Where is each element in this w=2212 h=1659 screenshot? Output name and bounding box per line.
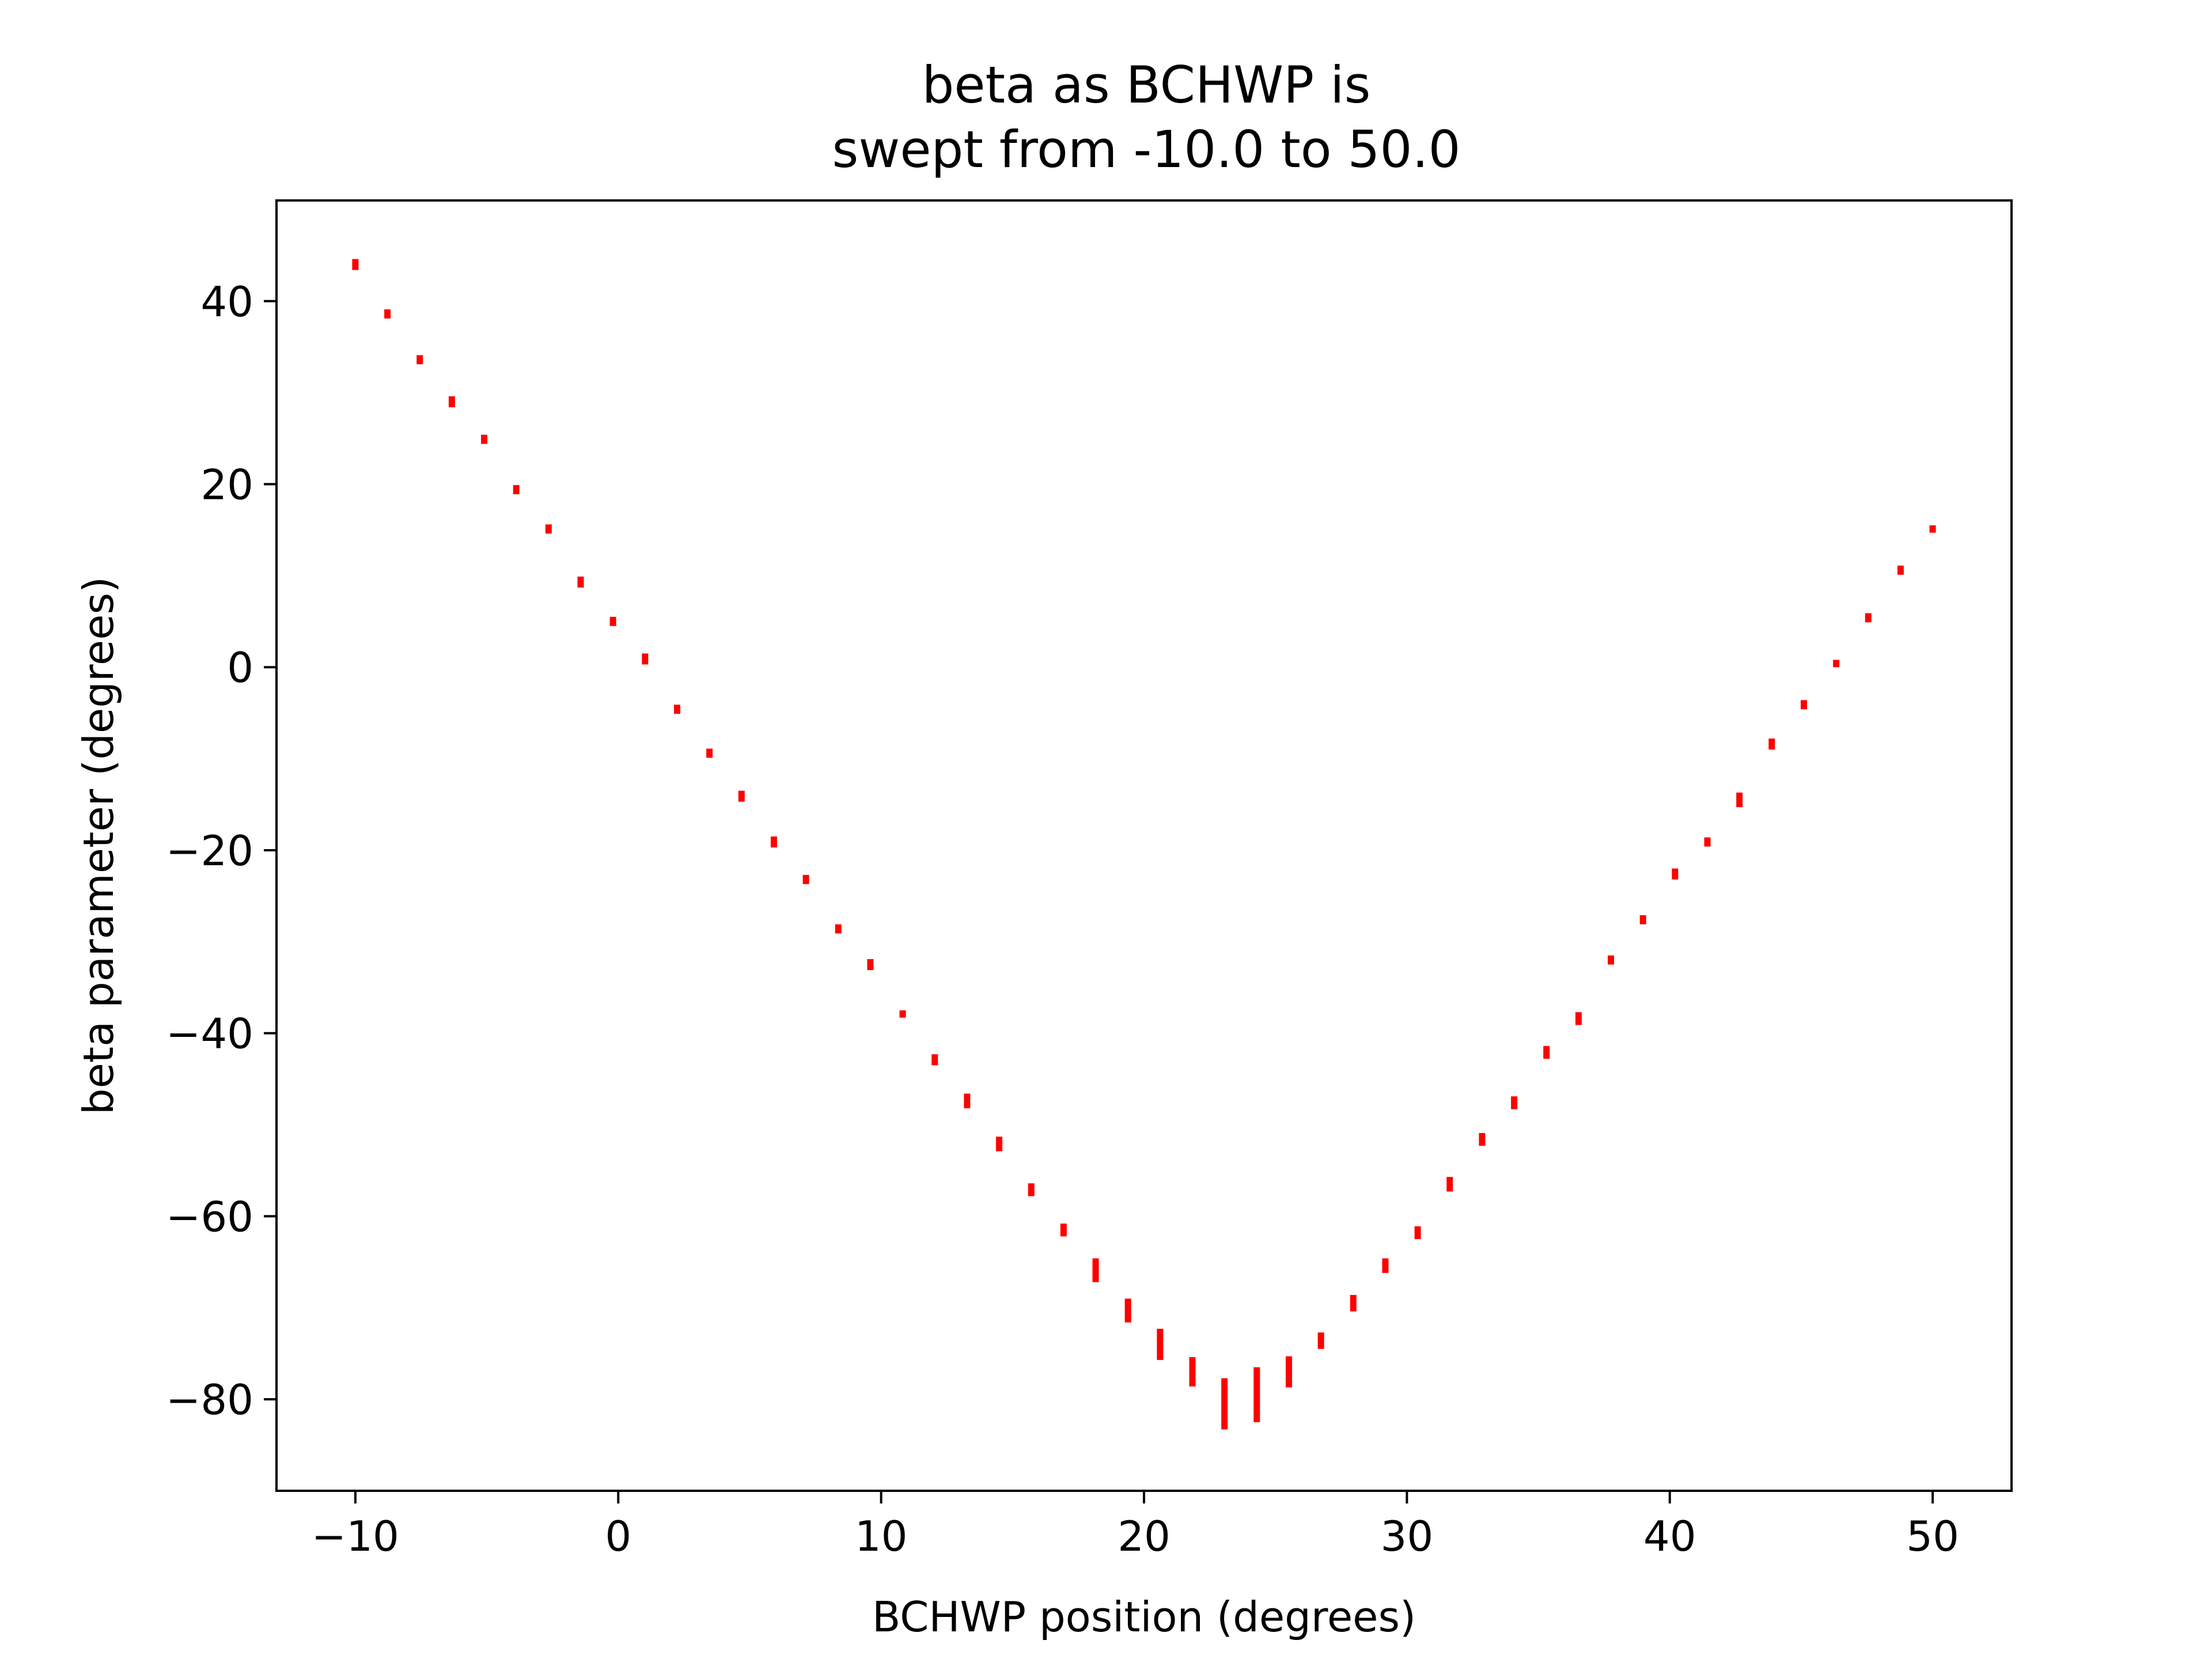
- y-tick-label: −60: [166, 1192, 253, 1241]
- chart-title-line-2: swept from -10.0 to 50.0: [832, 120, 1461, 179]
- y-axis-label: beta parameter (degrees): [74, 577, 123, 1115]
- y-tick-label: 0: [227, 643, 253, 692]
- x-tick-label: 20: [1118, 1512, 1171, 1560]
- x-tick-label: 50: [1906, 1512, 1959, 1560]
- x-tick-label: 40: [1643, 1512, 1696, 1560]
- y-axis-ticks: −80 −60 −40 −20 0 20 40: [166, 278, 276, 1424]
- x-axis-label: BCHWP position (degrees): [872, 1593, 1416, 1641]
- x-tick-label: 10: [855, 1512, 908, 1560]
- y-tick-label: 20: [200, 460, 253, 509]
- y-tick-label: 40: [200, 278, 253, 326]
- x-tick-label: 30: [1381, 1512, 1434, 1560]
- chart-title-line-1: beta as BCHWP is: [922, 55, 1371, 115]
- x-tick-label: −10: [312, 1512, 399, 1560]
- x-tick-label: 0: [605, 1512, 631, 1560]
- axes-frame: [275, 199, 2013, 1492]
- x-axis-ticks: −10 0 10 20 30 40 50: [312, 1491, 1959, 1560]
- y-tick-label: −80: [166, 1376, 253, 1424]
- y-tick-label: −20: [166, 827, 253, 875]
- y-tick-label: −40: [166, 1010, 253, 1058]
- plot-area: [352, 259, 1936, 1430]
